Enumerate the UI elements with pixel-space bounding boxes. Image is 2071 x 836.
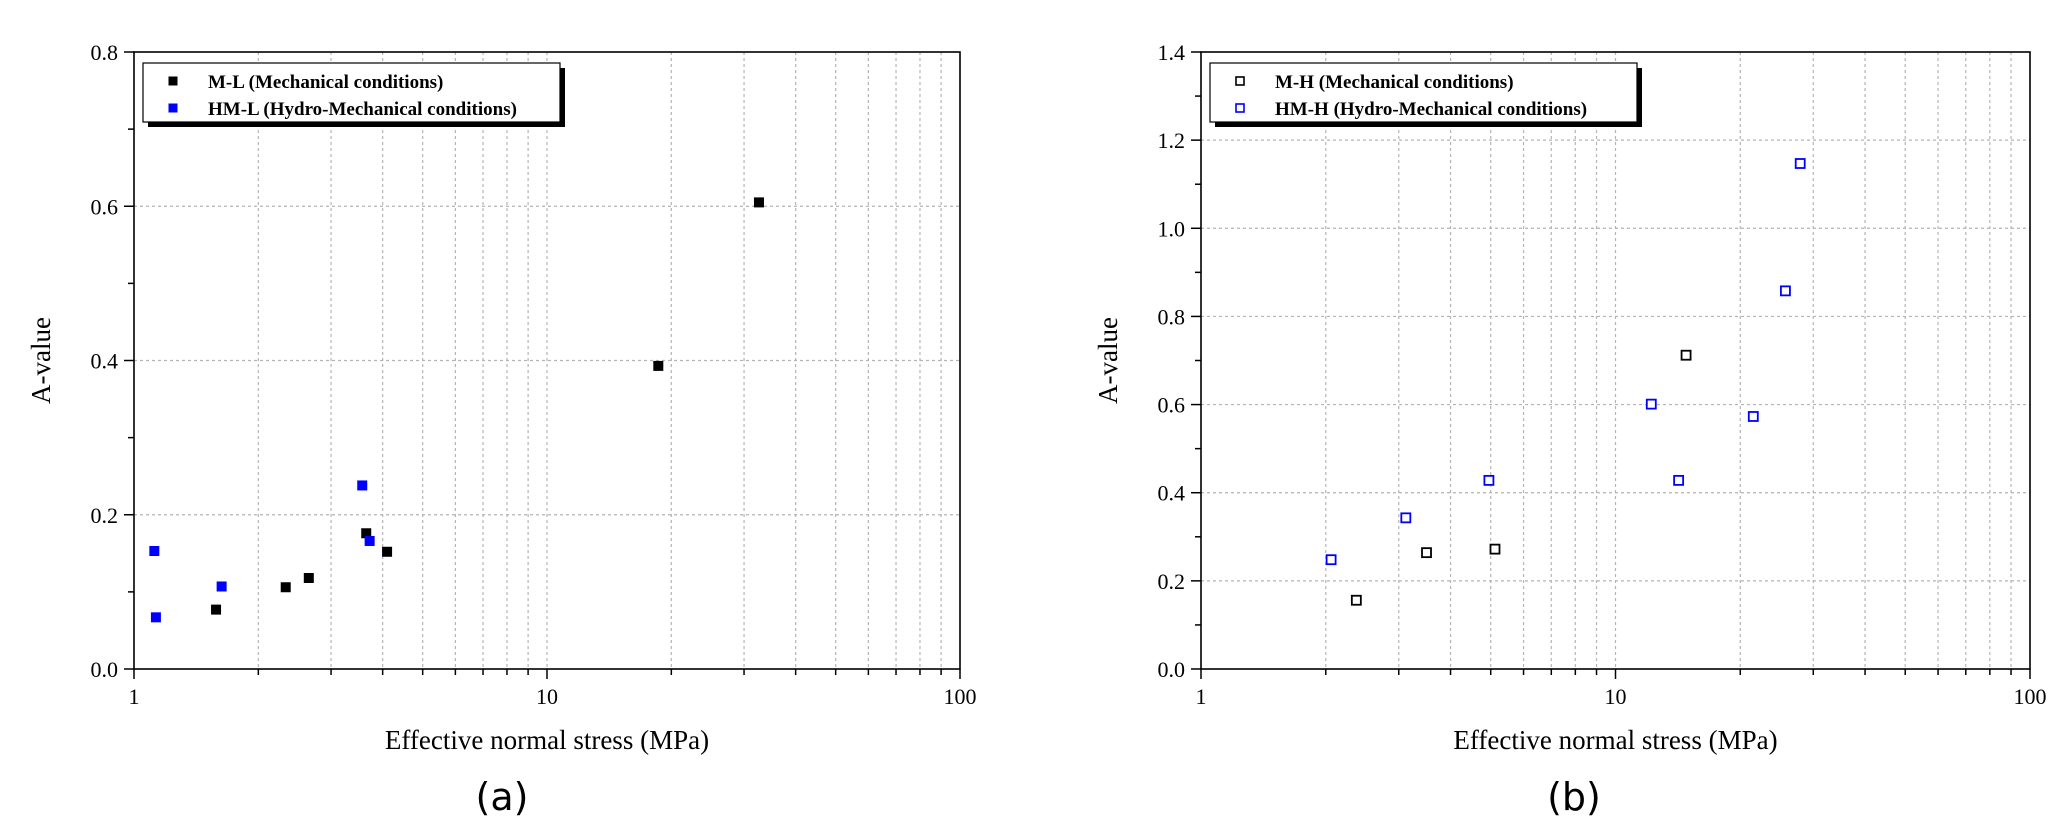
data-point <box>1483 474 1495 486</box>
legend-marker <box>168 76 178 86</box>
gridlines <box>134 52 960 669</box>
x-tick-label: 100 <box>2014 684 2047 709</box>
data-point <box>216 581 227 592</box>
legend-marker <box>1235 76 1245 86</box>
y-tick-label: 0.2 <box>1158 569 1186 594</box>
data-point <box>1680 349 1692 361</box>
legend-label: M-L (Mechanical conditions) <box>208 72 443 93</box>
data-point <box>1489 543 1501 555</box>
x-tick-label: 100 <box>944 684 977 709</box>
y-tick-label: 1.2 <box>1158 128 1186 153</box>
data-point <box>1325 554 1337 566</box>
data-point <box>211 604 222 615</box>
y-tick-label: 0.0 <box>91 657 119 682</box>
x-tick-label: 1 <box>129 684 140 709</box>
y-tick-label: 0.8 <box>91 40 119 65</box>
y-tick-label: 1.0 <box>1158 216 1186 241</box>
legend-label: M-H (Mechanical conditions) <box>1275 72 1514 93</box>
legend-marker <box>1235 103 1245 113</box>
y-tick-label: 0.4 <box>91 349 119 374</box>
data-point <box>280 582 291 593</box>
legend-label: HM-L (Hydro-Mechanical conditions) <box>208 99 517 120</box>
x-tick-label: 10 <box>1605 684 1627 709</box>
x-tick-label: 10 <box>536 684 558 709</box>
y-tick-label: 0.8 <box>1158 304 1186 329</box>
legend-marker <box>168 103 178 113</box>
x-axis-ticks <box>133 669 961 679</box>
data-point <box>303 572 314 583</box>
data-point <box>753 197 764 208</box>
chart-panel-a: 1 10 100 0.0 0.2 0.4 0.6 0.8 Effective normal st… <box>26 40 976 819</box>
x-tick-label: 1 <box>1196 684 1207 709</box>
series-1-points <box>211 197 764 615</box>
gridlines <box>1201 52 2030 669</box>
series-2-points <box>149 480 375 623</box>
legend-label: HM-H (Hydro-Mechanical conditions) <box>1275 99 1587 120</box>
y-axis-ticks <box>1191 51 1201 670</box>
panel-caption: (a) <box>476 775 529 819</box>
data-point <box>150 612 161 623</box>
data-point <box>149 545 160 556</box>
series-2-points <box>1325 158 1806 566</box>
y-axis-ticks <box>124 51 134 670</box>
data-point <box>1794 158 1806 169</box>
legend: M-L (Mechanical conditions) HM-L (Hydro-M… <box>142 62 565 127</box>
chart-panel-b: 1 10 100 0.0 0.2 0.4 0.6 0.8 1.0 1.2 1.4 Effective … <box>1093 40 2046 819</box>
data-point <box>1780 285 1791 297</box>
y-tick-label: 0.2 <box>91 503 119 528</box>
panel-caption: (b) <box>1547 775 1601 819</box>
y-tick-label: 1.4 <box>1158 40 1186 65</box>
data-point <box>364 535 375 546</box>
data-point <box>361 528 372 539</box>
y-tick-label: 0.6 <box>91 194 119 219</box>
data-point <box>357 480 368 491</box>
data-point <box>1421 547 1432 559</box>
x-axis-title: Effective normal stress (MPa) <box>385 725 709 755</box>
x-axis-title: Effective normal stress (MPa) <box>1453 725 1777 755</box>
data-point <box>1400 512 1412 524</box>
data-point <box>1350 594 1362 606</box>
y-axis-title: A-value <box>1093 317 1123 404</box>
series-1-points <box>1350 349 1692 606</box>
data-point <box>1645 398 1657 410</box>
y-axis-title: A-value <box>26 317 56 404</box>
x-axis-ticks <box>1200 669 2031 679</box>
data-point <box>653 360 664 371</box>
y-tick-label: 0.6 <box>1158 393 1186 418</box>
data-point <box>382 546 393 557</box>
data-point <box>1747 411 1759 422</box>
y-tick-label: 0.0 <box>1158 657 1186 682</box>
data-point <box>1673 474 1685 486</box>
legend: M-H (Mechanical conditions) HM-H (Hydro-M… <box>1209 62 1642 127</box>
legend-box <box>1209 62 1638 123</box>
y-tick-label: 0.4 <box>1158 481 1186 506</box>
legend-box <box>142 62 561 123</box>
